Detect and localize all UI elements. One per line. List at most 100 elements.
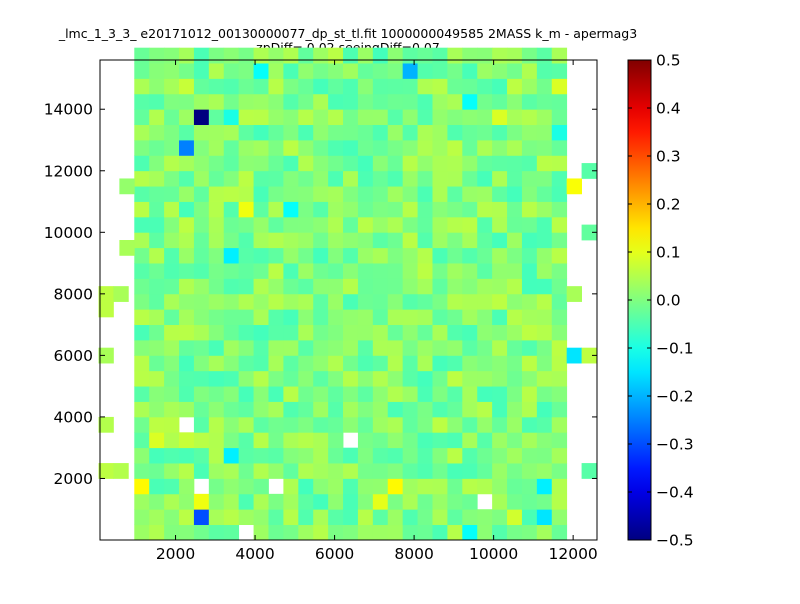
heatmap-cell bbox=[477, 247, 493, 264]
heatmap-cell bbox=[551, 278, 568, 295]
heatmap-cell bbox=[536, 263, 553, 279]
heatmap-cell bbox=[551, 432, 568, 449]
heatmap-cell bbox=[268, 324, 284, 341]
heatmap-cell bbox=[328, 509, 344, 526]
heatmap-cell bbox=[417, 309, 433, 326]
heatmap-cell bbox=[521, 124, 538, 141]
heatmap-cell bbox=[521, 493, 538, 510]
heatmap-cell bbox=[193, 309, 210, 326]
heatmap-cell bbox=[208, 278, 225, 295]
heatmap-cell bbox=[402, 447, 418, 464]
heatmap-cell bbox=[208, 247, 225, 264]
heatmap-cell bbox=[134, 263, 150, 279]
heatmap-cell bbox=[164, 247, 180, 264]
heatmap-cell bbox=[357, 93, 374, 110]
heatmap-cell bbox=[447, 370, 463, 387]
heatmap-cell bbox=[462, 370, 478, 387]
heatmap-cell bbox=[164, 186, 180, 202]
heatmap-cell bbox=[387, 355, 404, 372]
heatmap-cell bbox=[462, 293, 478, 310]
heatmap-cell bbox=[253, 263, 269, 279]
heatmap-cell bbox=[253, 247, 269, 264]
heatmap-cell bbox=[343, 124, 359, 141]
heatmap-cell bbox=[551, 478, 568, 495]
heatmap-cell bbox=[328, 216, 344, 233]
heatmap-cell bbox=[372, 401, 389, 418]
heatmap-cell bbox=[134, 340, 150, 356]
heatmap-cell bbox=[432, 47, 448, 64]
heatmap-cell bbox=[149, 170, 165, 187]
heatmap-cell bbox=[551, 524, 568, 541]
heatmap-cell bbox=[536, 124, 553, 141]
heatmap-cell bbox=[357, 124, 374, 141]
heatmap-cell bbox=[179, 263, 195, 279]
heatmap-cell bbox=[313, 109, 329, 126]
heatmap-cell bbox=[417, 509, 433, 526]
heatmap-cell bbox=[447, 324, 463, 341]
heatmap-cell bbox=[328, 401, 344, 418]
heatmap-cell bbox=[536, 324, 553, 341]
heatmap-cell bbox=[492, 493, 508, 510]
heatmap-cell bbox=[521, 509, 538, 526]
heatmap-cell bbox=[193, 293, 210, 310]
heatmap-cell bbox=[372, 309, 389, 326]
heatmap-cell bbox=[536, 370, 553, 387]
heatmap-cell bbox=[387, 447, 404, 464]
heatmap-cell bbox=[134, 155, 150, 172]
heatmap-cell bbox=[343, 509, 359, 526]
heatmap-cell bbox=[417, 63, 433, 79]
heatmap-cell bbox=[134, 432, 150, 449]
heatmap-cell bbox=[417, 340, 433, 356]
heatmap-cell bbox=[372, 232, 389, 249]
heatmap-cell bbox=[164, 109, 180, 126]
heatmap-cell bbox=[283, 263, 299, 279]
heatmap-cell bbox=[164, 463, 180, 479]
heatmap-cell bbox=[268, 524, 284, 541]
heatmap-cell bbox=[492, 324, 508, 341]
heatmap-cell bbox=[208, 324, 225, 341]
heatmap-cell bbox=[134, 293, 150, 310]
heatmap-cell bbox=[268, 263, 284, 279]
heatmap-cell bbox=[402, 478, 418, 495]
heatmap-cell bbox=[447, 416, 463, 433]
heatmap-cell bbox=[134, 216, 150, 233]
heatmap-cell bbox=[387, 186, 404, 202]
heatmap-cell bbox=[402, 355, 418, 372]
heatmap-cell bbox=[328, 355, 344, 372]
heatmap-cell bbox=[268, 47, 284, 64]
heatmap-cell bbox=[179, 155, 195, 172]
heatmap-cell bbox=[551, 247, 568, 264]
heatmap-cell bbox=[283, 386, 299, 402]
heatmap-cell bbox=[581, 463, 597, 479]
heatmap-cell bbox=[462, 355, 478, 372]
heatmap-cell bbox=[492, 140, 508, 156]
heatmap-cell bbox=[208, 140, 225, 156]
heatmap-cell bbox=[328, 478, 344, 495]
heatmap-cell bbox=[179, 401, 195, 418]
heatmap-cell bbox=[298, 370, 314, 387]
heatmap-cell bbox=[313, 155, 329, 172]
heatmap-cell bbox=[268, 432, 284, 449]
heatmap-cell bbox=[343, 263, 359, 279]
heatmap-cell bbox=[343, 247, 359, 264]
heatmap-cell bbox=[238, 478, 254, 495]
heatmap-cell bbox=[372, 201, 389, 218]
heatmap-cell bbox=[492, 293, 508, 310]
heatmap-cell bbox=[387, 201, 404, 218]
heatmap-cell bbox=[268, 109, 284, 126]
heatmap-cell bbox=[164, 324, 180, 341]
heatmap-cell bbox=[253, 524, 269, 541]
heatmap-cell bbox=[328, 140, 344, 156]
heatmap-cell bbox=[507, 324, 523, 341]
heatmap-cell bbox=[492, 463, 508, 479]
heatmap-cell bbox=[149, 216, 165, 233]
heatmap-cell bbox=[268, 170, 284, 187]
heatmap-cell bbox=[193, 370, 210, 387]
heatmap-cell bbox=[283, 432, 299, 449]
heatmap-cell bbox=[462, 170, 478, 187]
heatmap-cell bbox=[357, 232, 374, 249]
heatmap-cell bbox=[149, 524, 165, 541]
heatmap-cell bbox=[521, 170, 538, 187]
heatmap-cell bbox=[164, 78, 180, 95]
heatmap-cell bbox=[357, 493, 374, 510]
